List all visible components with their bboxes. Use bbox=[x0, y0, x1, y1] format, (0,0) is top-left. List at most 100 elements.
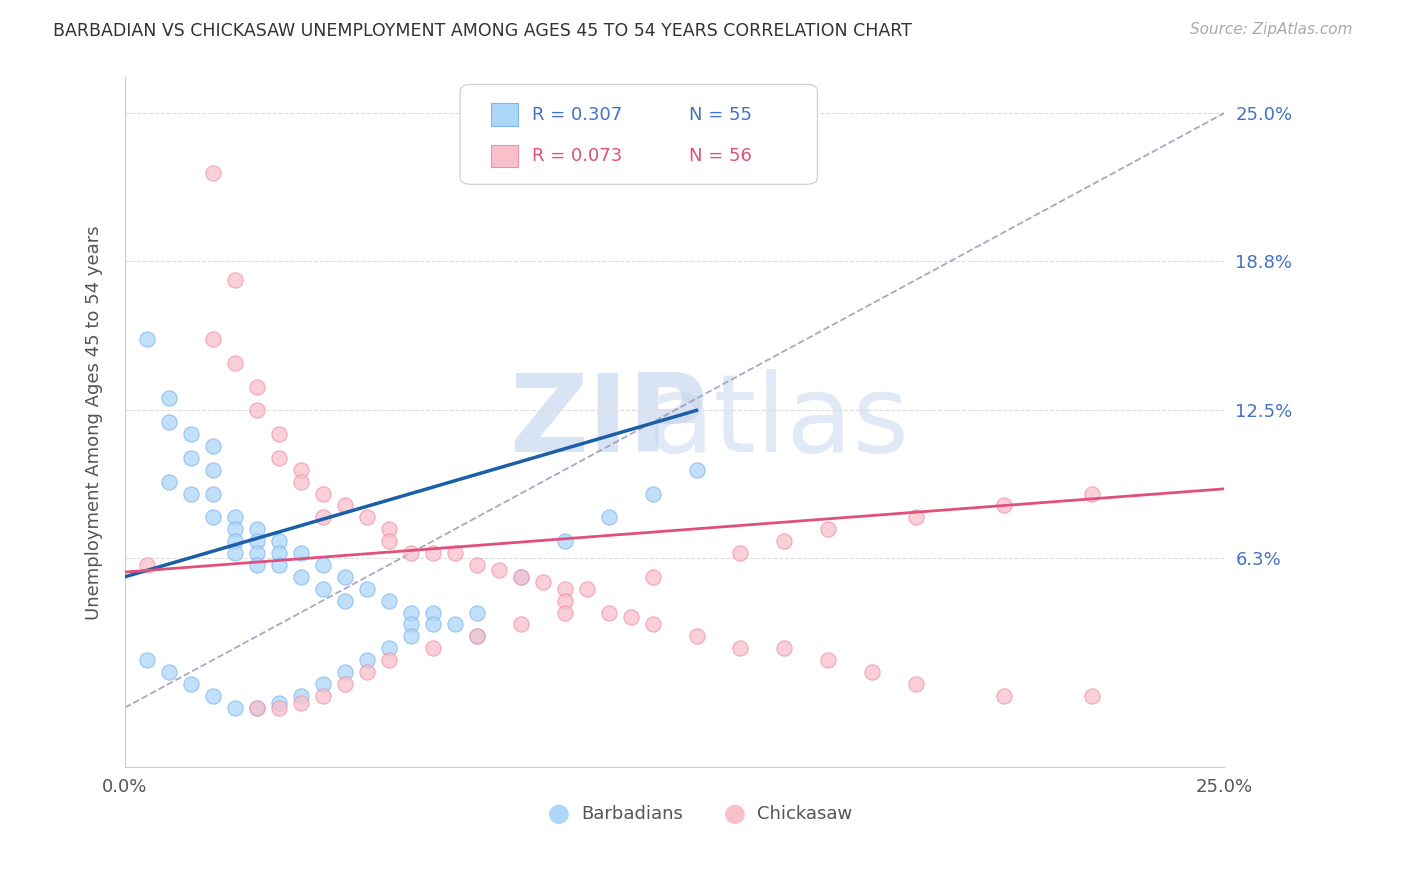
Point bbox=[157, 475, 180, 489]
Point bbox=[201, 165, 224, 179]
Point bbox=[333, 677, 356, 691]
Point bbox=[267, 427, 290, 442]
Point bbox=[333, 593, 356, 607]
Text: N = 56: N = 56 bbox=[689, 147, 752, 165]
Text: Barbadians: Barbadians bbox=[581, 805, 683, 823]
Point bbox=[422, 546, 444, 560]
Point bbox=[509, 617, 531, 632]
Point bbox=[267, 700, 290, 714]
Point bbox=[554, 606, 576, 620]
Point bbox=[399, 546, 422, 560]
FancyBboxPatch shape bbox=[491, 103, 519, 126]
Point bbox=[267, 696, 290, 710]
Point bbox=[224, 700, 246, 714]
Point bbox=[201, 689, 224, 703]
Point bbox=[730, 546, 752, 560]
Text: Chickasaw: Chickasaw bbox=[756, 805, 852, 823]
Point bbox=[224, 522, 246, 536]
Point bbox=[201, 439, 224, 453]
Point bbox=[246, 700, 269, 714]
Point bbox=[201, 486, 224, 500]
Point bbox=[509, 570, 531, 584]
Point bbox=[356, 582, 378, 596]
Point bbox=[488, 563, 510, 577]
Point bbox=[575, 582, 598, 596]
Point bbox=[290, 689, 312, 703]
Point bbox=[817, 522, 839, 536]
Point bbox=[1081, 486, 1104, 500]
Point bbox=[773, 641, 796, 656]
Text: BARBADIAN VS CHICKASAW UNEMPLOYMENT AMONG AGES 45 TO 54 YEARS CORRELATION CHART: BARBADIAN VS CHICKASAW UNEMPLOYMENT AMON… bbox=[53, 22, 912, 40]
Point bbox=[377, 641, 399, 656]
Point bbox=[246, 558, 269, 572]
Point bbox=[619, 610, 641, 624]
Point bbox=[333, 665, 356, 679]
Point bbox=[399, 617, 422, 632]
Point bbox=[267, 534, 290, 549]
Point bbox=[377, 653, 399, 667]
Point bbox=[641, 486, 664, 500]
Point bbox=[312, 558, 335, 572]
Point bbox=[773, 534, 796, 549]
Point bbox=[312, 677, 335, 691]
Point bbox=[685, 463, 707, 477]
Point bbox=[290, 475, 312, 489]
Point bbox=[135, 653, 157, 667]
Text: ⬤: ⬤ bbox=[724, 805, 747, 823]
Point bbox=[422, 606, 444, 620]
Point bbox=[246, 534, 269, 549]
Point bbox=[641, 570, 664, 584]
Text: ⬤: ⬤ bbox=[548, 805, 569, 823]
Point bbox=[730, 641, 752, 656]
Point bbox=[201, 463, 224, 477]
Point bbox=[443, 617, 465, 632]
Point bbox=[422, 617, 444, 632]
Point bbox=[290, 696, 312, 710]
Point bbox=[509, 570, 531, 584]
Point bbox=[399, 606, 422, 620]
Point bbox=[1081, 689, 1104, 703]
Point bbox=[224, 546, 246, 560]
Point bbox=[465, 629, 488, 643]
Point bbox=[399, 629, 422, 643]
Point bbox=[224, 534, 246, 549]
Point bbox=[224, 272, 246, 286]
Point bbox=[312, 689, 335, 703]
Point bbox=[465, 558, 488, 572]
Point bbox=[905, 510, 928, 524]
Point bbox=[333, 499, 356, 513]
Point bbox=[377, 534, 399, 549]
Point bbox=[905, 677, 928, 691]
Point bbox=[246, 379, 269, 393]
Point bbox=[135, 558, 157, 572]
Point bbox=[377, 593, 399, 607]
Text: N = 55: N = 55 bbox=[689, 105, 752, 123]
Text: Source: ZipAtlas.com: Source: ZipAtlas.com bbox=[1189, 22, 1353, 37]
FancyBboxPatch shape bbox=[460, 85, 817, 185]
Point bbox=[531, 574, 554, 589]
Point bbox=[685, 629, 707, 643]
Point bbox=[267, 546, 290, 560]
Point bbox=[312, 582, 335, 596]
Point bbox=[224, 510, 246, 524]
Point bbox=[312, 510, 335, 524]
Point bbox=[598, 510, 620, 524]
Point bbox=[267, 450, 290, 465]
Point bbox=[860, 665, 883, 679]
Point bbox=[246, 700, 269, 714]
Point bbox=[201, 510, 224, 524]
Point bbox=[290, 570, 312, 584]
Point bbox=[290, 546, 312, 560]
Point bbox=[598, 606, 620, 620]
Point bbox=[290, 463, 312, 477]
Point bbox=[157, 415, 180, 429]
Point bbox=[180, 677, 202, 691]
Point bbox=[356, 510, 378, 524]
Point bbox=[817, 653, 839, 667]
Text: R = 0.307: R = 0.307 bbox=[531, 105, 621, 123]
Point bbox=[157, 665, 180, 679]
Point bbox=[135, 332, 157, 346]
Point bbox=[465, 629, 488, 643]
Point bbox=[554, 534, 576, 549]
Text: atlas: atlas bbox=[648, 369, 910, 475]
